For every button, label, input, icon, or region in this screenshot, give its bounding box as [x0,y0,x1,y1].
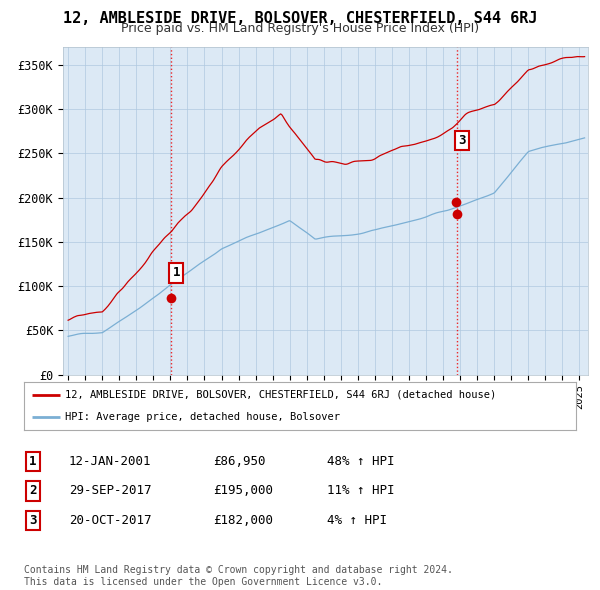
Text: 1: 1 [172,267,180,280]
Text: 48% ↑ HPI: 48% ↑ HPI [327,455,395,468]
Text: £182,000: £182,000 [213,514,273,527]
Text: 12, AMBLESIDE DRIVE, BOLSOVER, CHESTERFIELD, S44 6RJ: 12, AMBLESIDE DRIVE, BOLSOVER, CHESTERFI… [63,11,537,25]
Text: 2: 2 [29,484,37,497]
Text: 29-SEP-2017: 29-SEP-2017 [69,484,151,497]
Text: £86,950: £86,950 [213,455,265,468]
Text: 4% ↑ HPI: 4% ↑ HPI [327,514,387,527]
Text: 3: 3 [458,133,466,147]
Text: Price paid vs. HM Land Registry's House Price Index (HPI): Price paid vs. HM Land Registry's House … [121,22,479,35]
Text: £195,000: £195,000 [213,484,273,497]
Text: 3: 3 [29,514,37,527]
Text: 20-OCT-2017: 20-OCT-2017 [69,514,151,527]
Text: 11% ↑ HPI: 11% ↑ HPI [327,484,395,497]
Text: Contains HM Land Registry data © Crown copyright and database right 2024.
This d: Contains HM Land Registry data © Crown c… [24,565,453,587]
Text: 12, AMBLESIDE DRIVE, BOLSOVER, CHESTERFIELD, S44 6RJ (detached house): 12, AMBLESIDE DRIVE, BOLSOVER, CHESTERFI… [65,389,497,399]
Text: 12-JAN-2001: 12-JAN-2001 [69,455,151,468]
Text: 1: 1 [29,455,37,468]
Text: HPI: Average price, detached house, Bolsover: HPI: Average price, detached house, Bols… [65,412,340,422]
